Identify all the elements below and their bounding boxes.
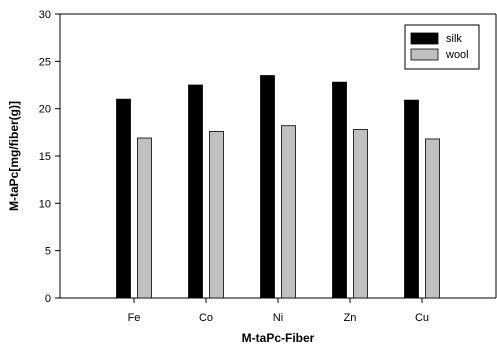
x-tick-label: Fe (128, 312, 141, 324)
x-axis-title: M-taPc-Fiber (242, 331, 315, 345)
x-tick-label: Co (199, 312, 213, 324)
x-tick-label: Zn (344, 312, 357, 324)
bar-wool-cu (425, 138, 440, 299)
y-tick-label: 20 (39, 104, 51, 116)
bar-silk-fe (116, 98, 131, 299)
legend-label-wool: wool (445, 49, 469, 61)
legend-swatch-wool (410, 48, 439, 61)
bar-silk-ni (260, 75, 275, 299)
legend: silk wool (404, 24, 480, 70)
legend-swatch-silk (410, 32, 439, 45)
bar-wool-ni (281, 125, 296, 299)
y-tick-label: 30 (39, 9, 51, 21)
legend-label-silk: silk (446, 33, 462, 45)
y-tick-label: 5 (45, 246, 51, 258)
bar-wool-fe (137, 137, 152, 299)
y-tick-label: 0 (45, 293, 51, 305)
x-tick-label: Cu (415, 312, 429, 324)
bars-group (116, 75, 440, 299)
x-axis: Fe Co Ni Zn Cu (128, 298, 429, 324)
bar-wool-zn (353, 129, 368, 299)
x-tick-label: Ni (273, 312, 283, 324)
y-axis: 0 5 10 15 20 25 30 (39, 9, 60, 305)
bar-silk-zn (332, 81, 347, 299)
bar-wool-co (209, 130, 224, 299)
y-tick-label: 25 (39, 56, 51, 68)
y-tick-label: 15 (39, 151, 51, 163)
legend-box (404, 24, 480, 70)
bar-silk-co (188, 84, 203, 299)
y-tick-label: 10 (39, 198, 51, 210)
bar-silk-cu (404, 99, 419, 299)
y-axis-title: M-taPc[mg/fiber(g)] (7, 101, 21, 211)
